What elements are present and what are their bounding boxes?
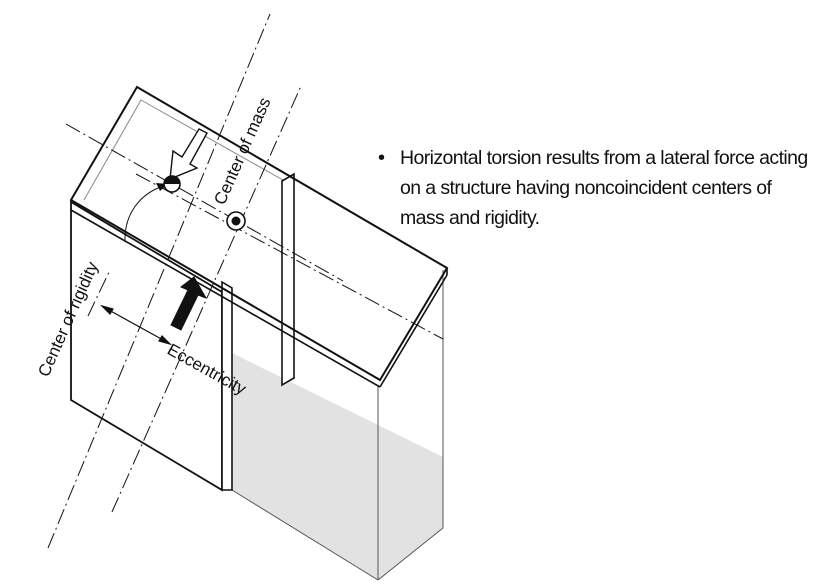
note-text: Horizontal torsion results from a latera… [400,147,808,229]
eccentricity-extension-left [87,269,111,317]
center-of-mass-marker [226,211,246,231]
slab-inner-rim [83,99,291,201]
bullet-icon: • [378,147,385,169]
left-wall [70,200,223,492]
back-pier [281,172,295,387]
rigidity-axis [47,13,271,549]
center-of-mass-label: Center of mass [210,95,274,208]
axis-lines [47,13,444,549]
front-pier [221,280,233,491]
rigidity-leader-line [124,185,164,243]
back-edges [231,270,444,581]
eccentricity-dimension [99,304,173,346]
slab-right-thickness [379,274,448,388]
slab-front-thickness [70,209,381,388]
floor-shadow [232,353,443,580]
torsion-note: • Horizontal torsion results from a late… [378,143,814,233]
rigidity-cross-axis [65,123,344,282]
center-of-rigidity-marker [163,175,181,193]
mass-force-arrow-icon [169,128,208,181]
lateral-force-arrow-icon [170,276,208,331]
mass-cross-axis [135,173,444,340]
